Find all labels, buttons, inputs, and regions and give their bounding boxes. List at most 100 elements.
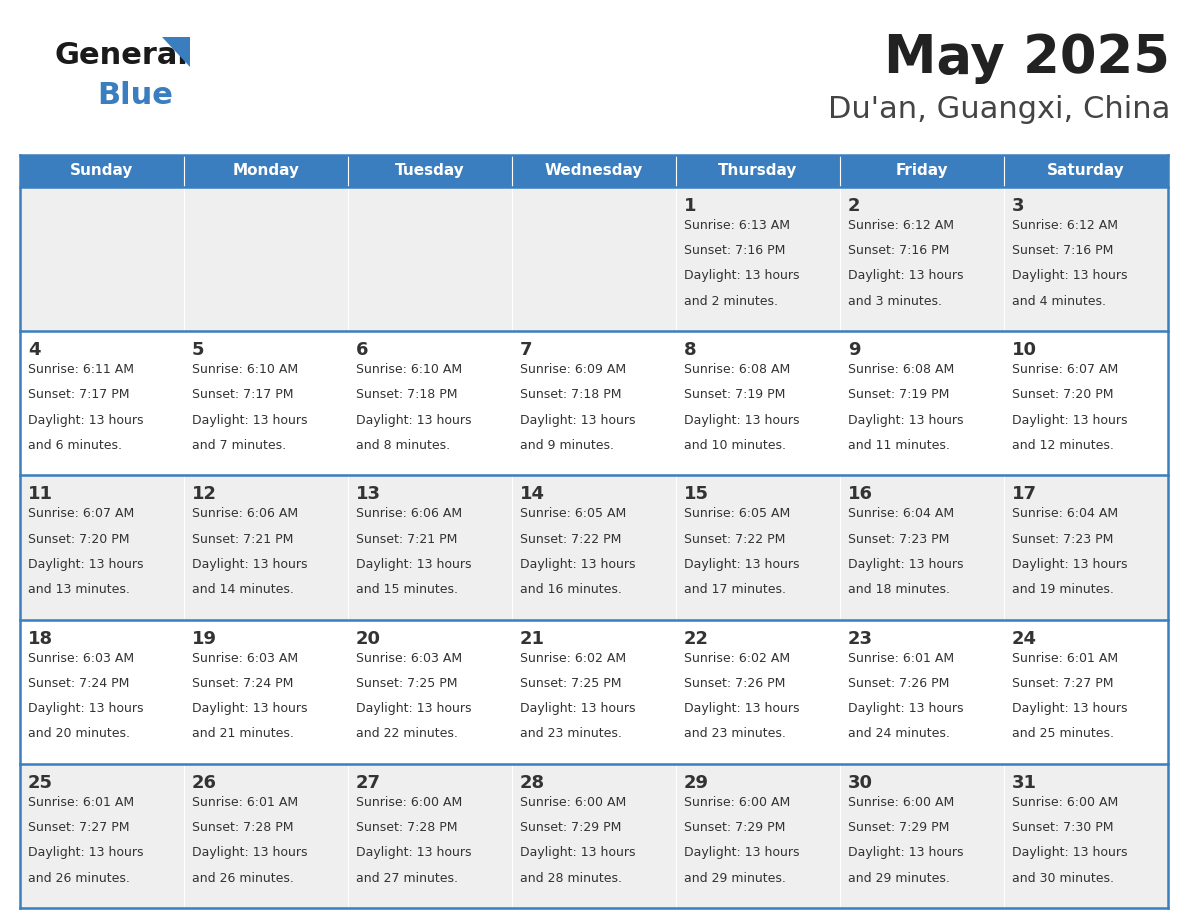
Text: Daylight: 13 hours: Daylight: 13 hours [356,414,472,427]
Text: and 16 minutes.: and 16 minutes. [520,583,621,596]
Text: and 7 minutes.: and 7 minutes. [192,439,286,452]
Text: Sunset: 7:25 PM: Sunset: 7:25 PM [356,677,457,689]
Text: and 11 minutes.: and 11 minutes. [848,439,950,452]
Text: Daylight: 13 hours: Daylight: 13 hours [29,558,144,571]
Bar [348,331,512,476]
Bar [20,155,184,187]
Text: Sunset: 7:27 PM: Sunset: 7:27 PM [1012,677,1113,689]
Bar [184,764,348,908]
Text: Daylight: 13 hours: Daylight: 13 hours [684,702,800,715]
Text: and 12 minutes.: and 12 minutes. [1012,439,1114,452]
Text: 31: 31 [1012,774,1037,792]
Bar [512,476,676,620]
Text: Sunset: 7:21 PM: Sunset: 7:21 PM [356,532,457,545]
Text: 24: 24 [1012,630,1037,647]
Text: 22: 22 [684,630,709,647]
Text: May 2025: May 2025 [884,32,1170,84]
Text: Du'an, Guangxi, China: Du'an, Guangxi, China [828,95,1170,125]
Bar [348,155,512,187]
Bar [184,620,348,764]
Text: Sunrise: 6:02 AM: Sunrise: 6:02 AM [520,652,626,665]
Text: Sunrise: 6:01 AM: Sunrise: 6:01 AM [29,796,134,809]
Text: 27: 27 [356,774,381,792]
Text: and 23 minutes.: and 23 minutes. [520,727,621,740]
Text: Sunset: 7:22 PM: Sunset: 7:22 PM [684,532,785,545]
Text: Daylight: 13 hours: Daylight: 13 hours [848,558,963,571]
Text: 29: 29 [684,774,709,792]
Text: Sunset: 7:21 PM: Sunset: 7:21 PM [192,532,293,545]
Text: Sunset: 7:22 PM: Sunset: 7:22 PM [520,532,621,545]
Bar [20,620,184,764]
Text: Sunset: 7:18 PM: Sunset: 7:18 PM [356,388,457,401]
Text: Sunrise: 6:05 AM: Sunrise: 6:05 AM [684,508,790,521]
Text: Blue: Blue [97,81,173,109]
Text: Daylight: 13 hours: Daylight: 13 hours [684,846,800,859]
Text: and 22 minutes.: and 22 minutes. [356,727,457,740]
Text: Sunrise: 6:00 AM: Sunrise: 6:00 AM [520,796,626,809]
Text: Sunrise: 6:12 AM: Sunrise: 6:12 AM [848,219,954,232]
Text: Daylight: 13 hours: Daylight: 13 hours [356,702,472,715]
Polygon shape [162,37,190,67]
Text: Sunset: 7:30 PM: Sunset: 7:30 PM [1012,821,1113,834]
Text: Sunset: 7:19 PM: Sunset: 7:19 PM [684,388,785,401]
Text: 26: 26 [192,774,217,792]
Bar [20,187,184,331]
Text: Sunrise: 6:08 AM: Sunrise: 6:08 AM [848,364,954,376]
Bar [840,620,1004,764]
Text: Daylight: 13 hours: Daylight: 13 hours [520,558,636,571]
Text: 21: 21 [520,630,545,647]
Text: and 29 minutes.: and 29 minutes. [684,871,786,885]
Text: Sunset: 7:29 PM: Sunset: 7:29 PM [684,821,785,834]
Text: Daylight: 13 hours: Daylight: 13 hours [192,846,308,859]
Text: and 28 minutes.: and 28 minutes. [520,871,623,885]
Bar [512,331,676,476]
Bar [676,331,840,476]
Text: and 26 minutes.: and 26 minutes. [29,871,129,885]
Bar [512,155,676,187]
Text: 2: 2 [848,197,860,215]
Text: Sunrise: 6:03 AM: Sunrise: 6:03 AM [29,652,134,665]
Text: and 10 minutes.: and 10 minutes. [684,439,786,452]
Text: 10: 10 [1012,341,1037,359]
Bar [840,476,1004,620]
Text: Sunrise: 6:06 AM: Sunrise: 6:06 AM [192,508,298,521]
Text: Daylight: 13 hours: Daylight: 13 hours [520,702,636,715]
Text: Sunset: 7:26 PM: Sunset: 7:26 PM [848,677,949,689]
Text: and 17 minutes.: and 17 minutes. [684,583,786,596]
Text: Friday: Friday [896,163,948,178]
Text: and 8 minutes.: and 8 minutes. [356,439,450,452]
Bar [348,476,512,620]
Text: Sunset: 7:23 PM: Sunset: 7:23 PM [848,532,949,545]
Bar [20,764,184,908]
Text: Sunset: 7:16 PM: Sunset: 7:16 PM [684,244,785,257]
Text: Daylight: 13 hours: Daylight: 13 hours [192,414,308,427]
Bar [348,764,512,908]
Text: Sunset: 7:16 PM: Sunset: 7:16 PM [848,244,949,257]
Bar [512,764,676,908]
Bar [20,331,184,476]
Bar [676,155,840,187]
Text: Sunset: 7:29 PM: Sunset: 7:29 PM [848,821,949,834]
Text: 8: 8 [684,341,696,359]
Text: Sunrise: 6:06 AM: Sunrise: 6:06 AM [356,508,462,521]
Text: 7: 7 [520,341,532,359]
Bar [184,155,348,187]
Text: Sunrise: 6:00 AM: Sunrise: 6:00 AM [1012,796,1118,809]
Bar [1004,155,1168,187]
Text: and 4 minutes.: and 4 minutes. [1012,295,1106,308]
Bar [184,476,348,620]
Text: 3: 3 [1012,197,1024,215]
Bar [512,620,676,764]
Bar [348,620,512,764]
Text: Wednesday: Wednesday [545,163,643,178]
Text: Sunset: 7:29 PM: Sunset: 7:29 PM [520,821,621,834]
Text: 25: 25 [29,774,53,792]
Text: Sunrise: 6:01 AM: Sunrise: 6:01 AM [192,796,298,809]
Text: 28: 28 [520,774,545,792]
Text: 12: 12 [192,486,217,503]
Bar [676,764,840,908]
Text: Daylight: 13 hours: Daylight: 13 hours [848,270,963,283]
Text: Sunrise: 6:02 AM: Sunrise: 6:02 AM [684,652,790,665]
Text: Sunrise: 6:09 AM: Sunrise: 6:09 AM [520,364,626,376]
Text: Sunrise: 6:04 AM: Sunrise: 6:04 AM [1012,508,1118,521]
